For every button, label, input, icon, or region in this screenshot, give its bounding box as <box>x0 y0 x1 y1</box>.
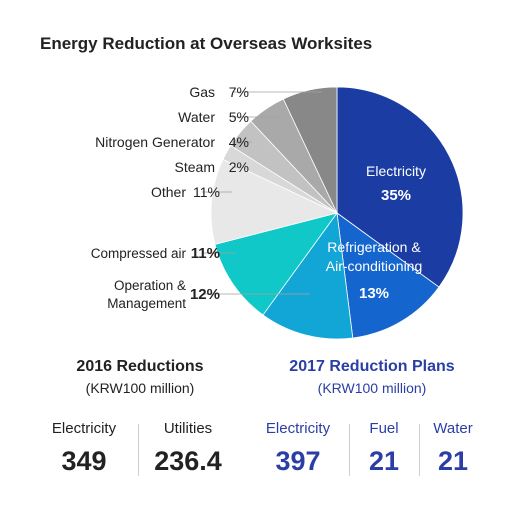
summary-2016-label-utilities: Utilities <box>163 420 213 437</box>
summary-2017-label-water: Water <box>433 420 473 437</box>
summary-2017-header: 2017 Reduction Plans (KRW100 million) <box>262 358 482 396</box>
pie-slice-compressed-air <box>214 212 338 316</box>
slice-label-operation-management: Management <box>107 296 186 311</box>
slice-label-refrigeration-air-conditioning: Air-conditioning <box>326 258 423 274</box>
slice-value-electricity: 35% <box>381 187 411 204</box>
summary-2016-header: 2016 Reductions (KRW100 million) <box>40 358 240 396</box>
slice-value-gas: 7% <box>229 84 249 100</box>
summary-2017-value-water: 21 <box>437 446 469 476</box>
summary-2016-unit: (KRW100 million) <box>85 380 195 396</box>
pie-slice-other <box>210 158 339 245</box>
slice-label-operation-management: Operation & <box>114 278 186 293</box>
summary-2016-title: 2016 Reductions <box>76 358 204 375</box>
summary-2017-title: 2017 Reduction Plans <box>289 358 455 375</box>
summary-2017-value-fuel: 21 <box>368 446 400 476</box>
slice-label-nitrogen-generator: Nitrogen Generator <box>95 134 215 150</box>
summary-2017-value-electricity: 397 <box>275 446 321 476</box>
slice-label-refrigeration-air-conditioning: Refrigeration & <box>327 239 421 255</box>
summary-2016-value-electricity: 349 <box>61 446 107 476</box>
pie-slice-operation-management <box>262 211 354 340</box>
pie-slice-refrigeration-air-conditioning <box>336 212 440 339</box>
slice-value-operation-management: 12% <box>190 286 220 303</box>
summary-2017-label-electricity: Electricity <box>265 420 331 437</box>
slice-label-compressed-air: Compressed air <box>91 246 187 261</box>
pie-slice-gas <box>282 86 338 214</box>
slice-value-compressed-air: 11% <box>191 245 220 262</box>
slice-label-water: Water <box>178 109 215 125</box>
chart-title: Energy Reduction at Overseas Worksites <box>40 34 373 53</box>
slice-value-steam: 2% <box>229 159 249 175</box>
summary-2016-value-utilities: 236.4 <box>154 446 222 476</box>
slice-label-steam: Steam <box>175 159 215 175</box>
pie-chart: Electricity 35% Refrigeration & Air-conditi… <box>91 84 464 340</box>
slice-label-gas: Gas <box>189 84 215 100</box>
slice-label-electricity: Electricity <box>366 163 426 179</box>
summary-2017-unit: (KRW100 million) <box>317 380 427 396</box>
slice-value-refrigeration-air-conditioning: 13% <box>359 285 389 302</box>
divider <box>419 424 420 476</box>
divider <box>138 424 139 476</box>
summary-2017-label-fuel: Fuel <box>369 420 399 437</box>
slice-value-nitrogen-generator: 4% <box>229 134 249 150</box>
slice-value-water: 5% <box>229 109 249 125</box>
summary-2016-label-electricity: Electricity <box>51 420 117 437</box>
slice-value-other: 11% <box>193 184 220 200</box>
slice-label-other: Other <box>151 184 186 200</box>
divider <box>349 424 350 476</box>
pie-slice-electricity <box>336 86 464 288</box>
